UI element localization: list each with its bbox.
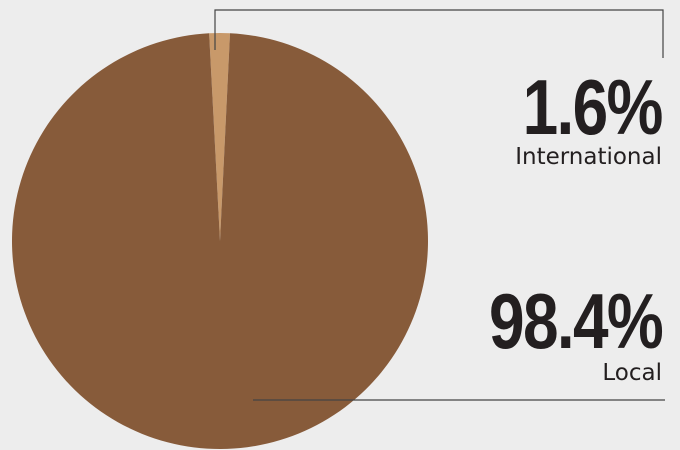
category-label-local: Local	[602, 360, 662, 386]
category-label-international: International	[515, 144, 662, 170]
pie-slice-international	[209, 32, 231, 241]
pie-slice-local	[12, 33, 428, 449]
percent-label-international: 1.6%	[522, 63, 664, 151]
percent-label-local: 98.4%	[488, 277, 664, 365]
leader-line-international	[214, 9, 664, 58]
pie-slices	[12, 32, 428, 449]
